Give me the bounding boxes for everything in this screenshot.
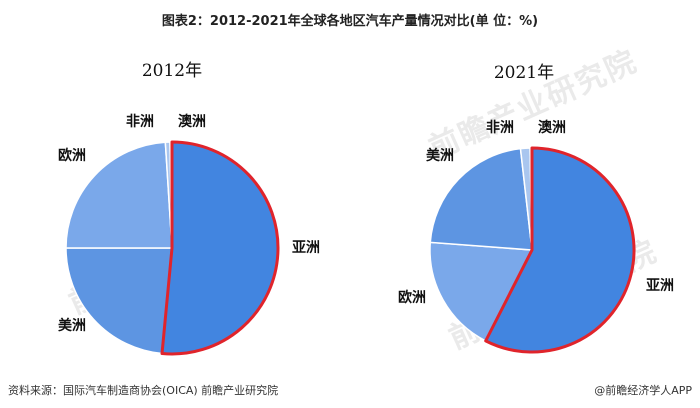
slice-label-americas: 美洲 (58, 317, 86, 334)
slice-label-oceania: 澳洲 (178, 113, 206, 130)
app-logo-text: @前瞻经济学人APP (594, 384, 692, 397)
slice-label-europe: 欧洲 (398, 289, 426, 306)
slice-label-africa: 非洲 (486, 119, 514, 136)
source-note: 资料来源：国际汽车制造商协会(OICA) 前瞻产业研究院 (8, 384, 279, 397)
slice-label-asia: 亚洲 (646, 278, 674, 294)
slice-label-asia: 亚洲 (292, 240, 320, 256)
slice-label-europe: 欧洲 (58, 147, 86, 164)
pie-slice-asia (161, 141, 279, 355)
pie-title: 2012年 (142, 61, 202, 81)
slice-label-americas: 美洲 (426, 147, 454, 164)
figure-title: 图表2：2012-2021年全球各地区汽车产量情况对比(单 位：%) (161, 14, 539, 29)
highlight-outline (160, 140, 280, 356)
pie-slice-americas (65, 247, 173, 355)
slice-label-africa: 非洲 (126, 113, 154, 130)
pie-slice-americas (429, 147, 533, 251)
pie-slice-europe (65, 141, 173, 249)
pie-title: 2021年 (494, 63, 554, 83)
slice-label-oceania: 澳洲 (538, 119, 566, 136)
pie-slice-europe (429, 241, 534, 342)
highlight-outline (484, 146, 636, 354)
